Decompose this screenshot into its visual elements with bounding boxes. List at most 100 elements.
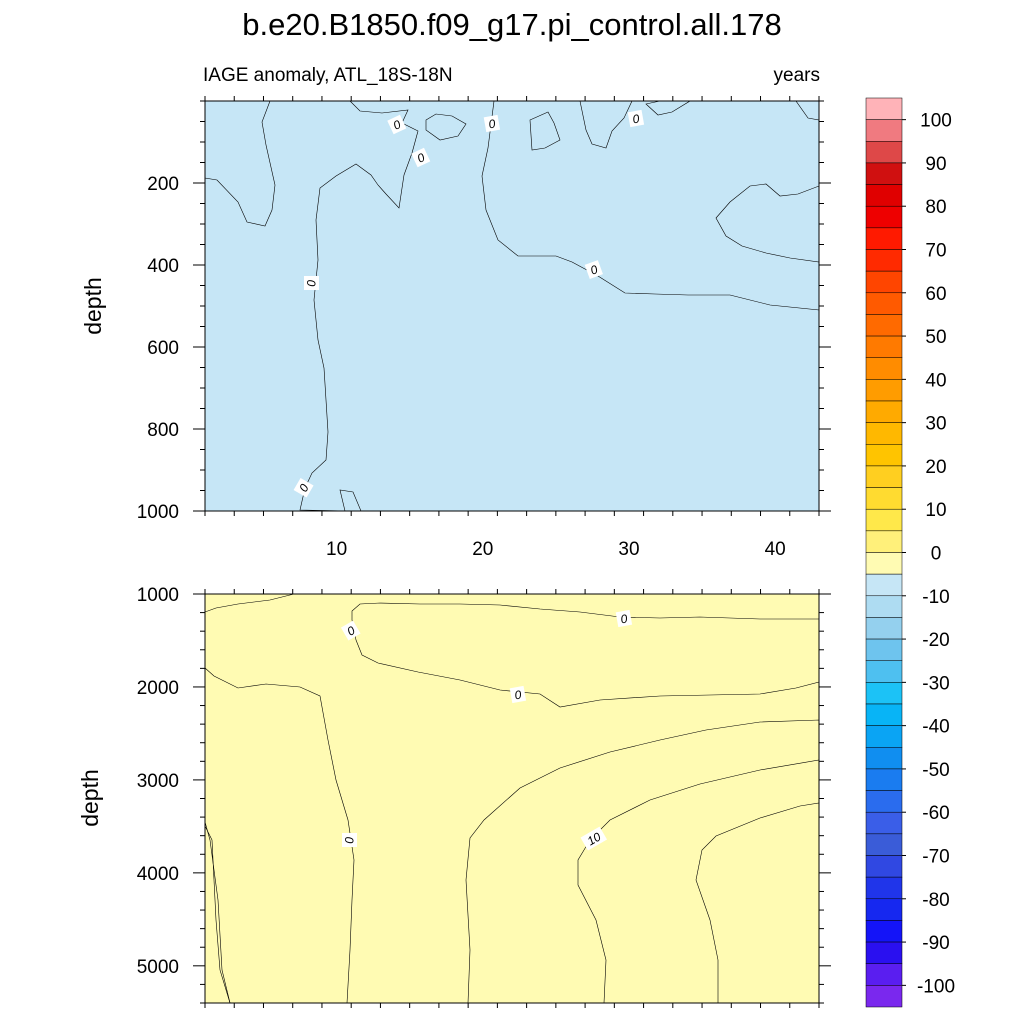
colorbar-tick-label: 100 bbox=[920, 111, 952, 132]
upper-contour-label: 0 bbox=[293, 477, 314, 498]
lower-region-positive-5 bbox=[465, 719, 820, 1004]
y-tick-label: 800 bbox=[147, 420, 179, 441]
upper-region-positive-blob1 bbox=[425, 113, 467, 141]
colorbar-tick-label: -100 bbox=[917, 976, 955, 997]
colorbar-swatch bbox=[865, 855, 903, 878]
colorbar-swatch bbox=[865, 249, 903, 272]
colorbar-tick-label: 30 bbox=[925, 414, 946, 435]
colorbar-swatch bbox=[865, 487, 903, 510]
colorbar-swatch bbox=[865, 638, 903, 661]
colorbar-tick-label: -50 bbox=[922, 760, 949, 781]
colorbar-swatch bbox=[865, 97, 903, 120]
y-tick-label: 4000 bbox=[137, 864, 179, 885]
upper-contour-label: 0 bbox=[411, 147, 431, 168]
colorbar-tick-label: -20 bbox=[922, 630, 949, 651]
colorbar-tick-label: 70 bbox=[925, 241, 946, 262]
colorbar: 1009080706050403020100-10-20-30-40-50-60… bbox=[865, 97, 955, 1008]
colorbar-swatch bbox=[865, 530, 903, 553]
lower-contour-label: 0 bbox=[509, 685, 527, 704]
y-tick-label: 200 bbox=[147, 174, 179, 195]
colorbar-tick-label: -70 bbox=[922, 847, 949, 868]
colorbar-swatches bbox=[865, 97, 903, 1008]
x-tick-label: 20 bbox=[472, 539, 493, 560]
colorbar-swatch bbox=[865, 725, 903, 748]
y-tick-label: 600 bbox=[147, 338, 179, 359]
colorbar-swatch bbox=[865, 985, 903, 1008]
x-tick-label: 40 bbox=[765, 539, 786, 560]
chart-subtitle-left: IAGE anomaly, ATL_18S-18N bbox=[203, 65, 453, 86]
colorbar-tick-label: -90 bbox=[922, 933, 949, 954]
colorbar-swatch bbox=[865, 227, 903, 250]
upper-region-positive-main bbox=[204, 100, 276, 227]
colorbar-swatch bbox=[865, 790, 903, 813]
colorbar-swatch bbox=[865, 184, 903, 207]
colorbar-swatch bbox=[865, 963, 903, 986]
colorbar-tick-label: -40 bbox=[922, 717, 949, 738]
colorbar-swatch bbox=[865, 379, 903, 402]
colorbar-swatch bbox=[865, 768, 903, 791]
colorbar-swatch bbox=[865, 833, 903, 856]
colorbar-labels: 1009080706050403020100-10-20-30-40-50-60… bbox=[902, 111, 955, 997]
upper-y-tick-labels: 200 400 600 800 1000 bbox=[137, 174, 179, 523]
colorbar-swatch bbox=[865, 595, 903, 618]
svg-text:0: 0 bbox=[588, 262, 599, 278]
colorbar-swatch bbox=[865, 465, 903, 488]
lower-region-negative-left bbox=[204, 667, 355, 1004]
colorbar-swatch bbox=[865, 920, 903, 943]
colorbar-tick-label: -10 bbox=[922, 587, 949, 608]
y-tick-label: 5000 bbox=[137, 957, 179, 978]
colorbar-tick-label: 90 bbox=[925, 154, 946, 175]
lower-y-axis-label: depth bbox=[77, 769, 103, 827]
colorbar-tick-label: 10 bbox=[925, 500, 946, 521]
lower-contour-labels: 0 0 0 0 10 bbox=[340, 609, 633, 851]
upper-region-positive-blob3 bbox=[579, 100, 633, 149]
upper-contour-label: 0 bbox=[627, 109, 645, 128]
colorbar-tick-label: 60 bbox=[925, 284, 946, 305]
colorbar-tick-label: -30 bbox=[922, 673, 949, 694]
upper-region-positive-blob2 bbox=[529, 111, 561, 151]
y-tick-label: 1000 bbox=[137, 585, 179, 606]
chart-title: b.e20.B1850.f09_g17.pi_control.all.178 bbox=[242, 7, 782, 42]
colorbar-swatch bbox=[865, 876, 903, 900]
colorbar-swatch bbox=[865, 941, 903, 964]
colorbar-tick-label: 20 bbox=[925, 457, 946, 478]
colorbar-swatch bbox=[865, 682, 903, 705]
upper-region-positive-core bbox=[299, 100, 820, 512]
x-tick-label: 30 bbox=[618, 539, 639, 560]
svg-text:10: 10 bbox=[585, 829, 604, 848]
colorbar-swatch bbox=[865, 508, 903, 532]
colorbar-swatch bbox=[865, 162, 903, 185]
colorbar-swatch bbox=[865, 552, 903, 575]
colorbar-swatch bbox=[865, 703, 903, 726]
svg-text:0: 0 bbox=[619, 611, 628, 626]
x-tick-label: 10 bbox=[326, 539, 347, 560]
colorbar-swatch bbox=[865, 444, 903, 467]
lower-region-negative-band bbox=[350, 593, 820, 708]
lower-contour-label: 10 bbox=[580, 826, 608, 851]
upper-panel-background bbox=[205, 101, 819, 511]
y-tick-label: 3000 bbox=[137, 771, 179, 792]
lower-contour-label: 0 bbox=[340, 620, 361, 641]
colorbar-swatch bbox=[865, 270, 903, 294]
colorbar-tick-label: -80 bbox=[922, 890, 949, 911]
colorbar-swatch bbox=[865, 400, 903, 423]
colorbar-swatch bbox=[865, 292, 903, 315]
svg-text:0: 0 bbox=[513, 687, 522, 702]
upper-contour-label: 0 bbox=[483, 114, 501, 133]
colorbar-swatch bbox=[865, 811, 903, 835]
upper-tick-marks bbox=[193, 96, 831, 516]
colorbar-swatch bbox=[865, 141, 903, 164]
colorbar-swatch bbox=[865, 573, 903, 597]
upper-x-tick-labels: 10 20 30 40 bbox=[326, 539, 786, 560]
colorbar-swatch bbox=[865, 660, 903, 683]
colorbar-tick-label: 50 bbox=[925, 327, 946, 348]
upper-contour-label: 0 bbox=[387, 114, 407, 135]
upper-contour-label: 0 bbox=[584, 260, 603, 279]
lower-y-tick-labels: 1000 2000 3000 4000 5000 bbox=[137, 585, 179, 978]
lower-panel-background bbox=[205, 594, 819, 1003]
svg-text:0: 0 bbox=[304, 280, 318, 287]
svg-text:0: 0 bbox=[342, 837, 356, 844]
colorbar-swatch bbox=[865, 205, 903, 229]
